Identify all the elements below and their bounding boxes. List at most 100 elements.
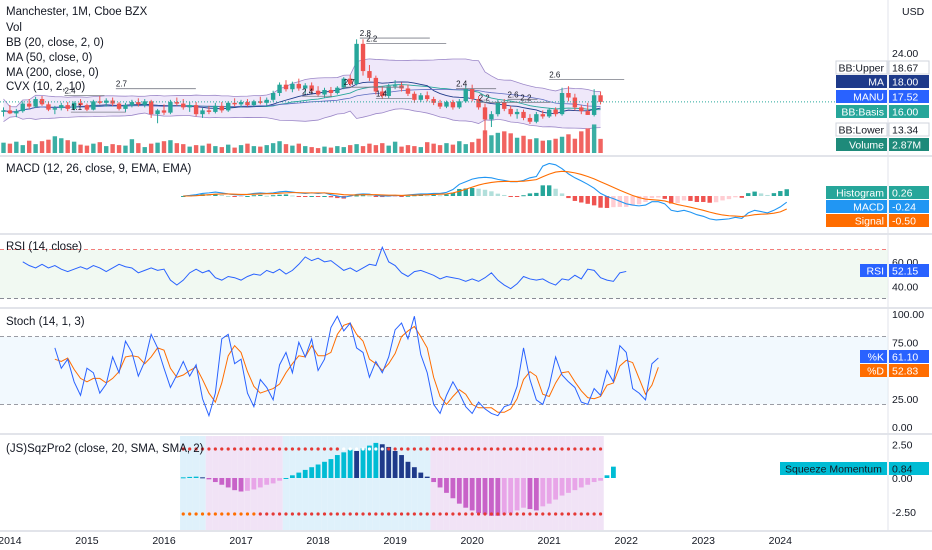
macd-histogram-bar xyxy=(649,196,655,199)
ma-long-line xyxy=(3,89,601,113)
volume-bar xyxy=(238,145,244,153)
squeeze-dot-bottom xyxy=(271,512,275,516)
macd-legend-box xyxy=(826,214,887,227)
macd-pane[interactable] xyxy=(181,162,789,221)
macd-histogram-bar xyxy=(392,196,398,197)
volume-bar xyxy=(386,145,391,153)
volume-bar xyxy=(341,147,346,153)
macd-histogram-bar xyxy=(553,188,558,196)
volume-bar xyxy=(14,141,19,153)
volume-bar xyxy=(399,146,404,153)
volume-bar xyxy=(226,144,231,153)
squeeze-dot-bottom xyxy=(483,512,487,516)
squeeze-background xyxy=(385,436,392,530)
squeeze-dot-bottom xyxy=(573,512,577,516)
stoch-band xyxy=(0,336,888,405)
squeeze-dot-bottom xyxy=(188,512,192,516)
squeeze-background xyxy=(314,436,322,530)
price-pane[interactable]: 2.82.22.72.41.12.72.4 1.42.62.22.42.6 2.2 xyxy=(0,29,888,153)
candle-body xyxy=(213,105,218,112)
macd-histogram-bar xyxy=(437,195,443,197)
volume-bar xyxy=(277,141,282,153)
candle-body xyxy=(559,93,565,115)
volume-bar xyxy=(405,145,411,153)
macd-histogram-bar xyxy=(636,196,642,205)
squeeze-dot-bottom xyxy=(451,512,455,516)
candle-body xyxy=(71,102,77,109)
volume-bar xyxy=(1,142,6,153)
volume-bar xyxy=(187,146,192,153)
squeeze-momentum-bar xyxy=(585,478,591,485)
squeeze-dot-bottom xyxy=(566,512,571,516)
volume-bar xyxy=(598,138,603,153)
squeeze-momentum-bar xyxy=(450,478,456,499)
bb-lower-line xyxy=(3,108,601,130)
macd-histogram-bar xyxy=(277,194,282,196)
macd-histogram-bar xyxy=(335,196,340,199)
squeeze-dot-top xyxy=(342,447,346,451)
squeeze-dot-bottom xyxy=(181,512,185,516)
squeeze-dot-top xyxy=(335,447,339,451)
volume-bar xyxy=(527,139,533,153)
time-tick-label: 2018 xyxy=(306,535,330,547)
squeeze-dot-top xyxy=(579,447,583,451)
squeeze-dot-top xyxy=(515,447,519,451)
volume-bar xyxy=(373,145,379,153)
rsi-tick-label: 40.00 xyxy=(892,281,918,293)
volume-bar xyxy=(553,138,558,153)
volume-bar xyxy=(425,142,430,153)
overlay-name-box xyxy=(835,122,888,137)
squeeze-dot-bottom xyxy=(194,512,198,516)
volume-bar xyxy=(264,145,269,153)
squeeze-dot-top xyxy=(265,447,269,451)
squeeze-momentum-bar xyxy=(514,478,520,511)
macd-histogram-bar xyxy=(226,196,231,197)
macd-legend-name: Signal xyxy=(855,216,884,228)
bb-upper-line xyxy=(3,58,601,108)
cvx-annotation-label: 2.7 xyxy=(116,80,128,89)
squeeze-momentum-bar xyxy=(277,478,282,481)
macd-histogram-bar xyxy=(694,196,700,202)
indicator-cvx: CVX (10, 2, 10) xyxy=(6,81,85,93)
macd-histogram-bar xyxy=(482,189,488,196)
squeeze-momentum-bar xyxy=(482,478,488,515)
squeeze-momentum-bar xyxy=(405,461,411,478)
squeeze-dot-top xyxy=(316,447,320,451)
candle-body xyxy=(148,101,154,115)
candle-body xyxy=(123,105,128,109)
rsi-pane[interactable] xyxy=(0,245,888,299)
volume-bar xyxy=(52,136,58,153)
squeeze-momentum-bar xyxy=(187,476,193,478)
squeeze-momentum-bar xyxy=(463,478,469,508)
squeeze-dot-top xyxy=(226,447,230,451)
overlay-value-bb_upper: 18.67 xyxy=(892,63,918,75)
volume-bar xyxy=(46,139,51,153)
macd-legend-box xyxy=(826,186,887,199)
price-axes[interactable]: 24.0020.0016.0012.00BB:Upper18.67MA18.00… xyxy=(780,48,930,519)
macd-histogram-bar xyxy=(270,195,276,197)
candle-body xyxy=(78,102,83,106)
squeeze-momentum-bar xyxy=(270,478,276,484)
squeeze-pane[interactable] xyxy=(98,436,616,530)
volume-bar xyxy=(33,144,38,153)
squeeze-dot-top xyxy=(181,447,185,451)
squeeze-momentum-bar xyxy=(219,478,225,485)
volume-bar xyxy=(245,143,250,153)
time-axis[interactable]: 2014 2015 2016 2017 2018 2019 2020 2021 2022 2023… xyxy=(0,535,792,547)
squeeze-tick-label: 0.00 xyxy=(892,473,913,485)
squeeze-dot-bottom xyxy=(412,512,416,516)
candle-body xyxy=(585,111,590,115)
overlay-value-box xyxy=(889,138,929,151)
squeeze-dot-bottom xyxy=(444,512,449,516)
squeeze-dot-top xyxy=(509,447,513,451)
volume-bar xyxy=(392,141,398,153)
overlay-name-box xyxy=(836,138,887,151)
stoch-pane[interactable] xyxy=(0,315,888,418)
squeeze-dot-top xyxy=(534,447,538,451)
volume-bar xyxy=(476,138,481,153)
candle-body xyxy=(450,102,456,108)
macd-title: MACD (12, 26, close, 9, EMA, EMA) xyxy=(6,163,192,175)
candle-body xyxy=(425,95,430,100)
cvx-annotation-label: 2.8 xyxy=(360,29,372,38)
squeeze-momentum-bar xyxy=(328,459,334,478)
